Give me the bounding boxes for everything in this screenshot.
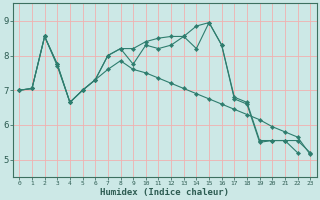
X-axis label: Humidex (Indice chaleur): Humidex (Indice chaleur) bbox=[100, 188, 229, 197]
